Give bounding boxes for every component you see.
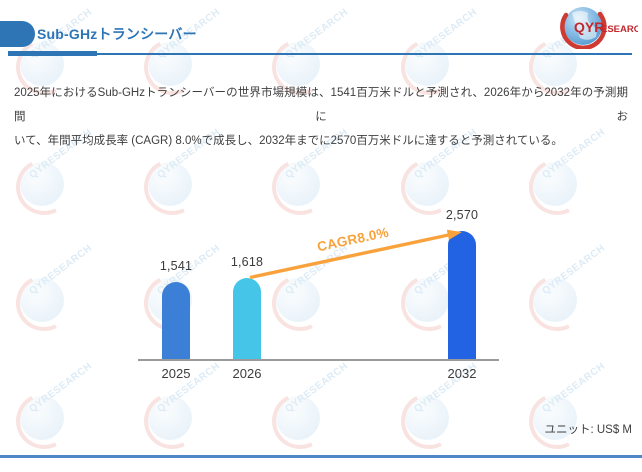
- watermark-globe-icon: [405, 162, 449, 206]
- header-underline-thin: [97, 52, 632, 55]
- watermark-logo-icon: QYRESEARCH: [8, 7, 94, 103]
- watermark-globe-icon: [276, 396, 320, 440]
- watermark-red-arc-icon: [8, 151, 80, 223]
- watermark-globe-icon: [405, 396, 449, 440]
- watermark-logo-icon: QYRESEARCH: [264, 127, 350, 223]
- watermark-globe-icon: [20, 278, 64, 322]
- watermark-globe-icon: [405, 278, 449, 322]
- watermark-globe-icon: [20, 162, 64, 206]
- unit-label: ユニット: US$ M: [544, 424, 632, 436]
- category-label-2026: 2026: [232, 366, 262, 381]
- watermark-logo-icon: QYRESEARCH: [8, 127, 94, 223]
- watermark-logo-icon: QYRESEARCH: [393, 127, 479, 223]
- cagr-annotation: CAGR8.0%: [315, 224, 391, 255]
- watermark-logo-icon: QYRESEARCH: [264, 243, 350, 339]
- watermark-globe-icon: [533, 162, 577, 206]
- page-title: Sub-GHzトランシーバー: [37, 26, 197, 42]
- watermark-red-arc-icon: [264, 267, 336, 339]
- category-label-2025: 2025: [161, 366, 191, 381]
- summary-paragraph: 2025年におけるSub-GHzトランシーバーの世界市場規模は、1541百万米ド…: [14, 81, 628, 153]
- bar-2025: [162, 281, 190, 359]
- watermark-red-arc-icon: [136, 151, 208, 223]
- watermark-globe-icon: [20, 42, 64, 86]
- watermark-globe-icon: [148, 42, 192, 86]
- bar-2026: [233, 278, 261, 359]
- category-label-2032: 2032: [447, 366, 477, 381]
- value-label-2032: 2,570: [445, 207, 479, 222]
- watermark-logo-icon: QYRESEARCH: [393, 7, 479, 103]
- watermark-logo-icon: QYRESEARCH: [264, 7, 350, 103]
- globe-continents: [572, 11, 597, 40]
- summary-line-2: いて、年間平均成長率 (CAGR) 8.0%で成長し、2032年までに2570百…: [14, 135, 563, 147]
- watermark-text: QYRESEARCH: [540, 360, 608, 415]
- watermark-logo-icon: QYRESEARCH: [8, 361, 94, 457]
- header-underline-thick: [8, 51, 97, 56]
- watermark-globe-icon: [276, 162, 320, 206]
- qyresearch-logo-icon: QYR ESEARCH: [560, 7, 638, 49]
- watermark-globe-icon: [405, 42, 449, 86]
- watermark-text: QYRESEARCH: [283, 360, 351, 415]
- watermark-red-arc-icon: [264, 385, 336, 457]
- watermark-globe-icon: [276, 42, 320, 86]
- value-label-2025: 1,541: [159, 258, 193, 273]
- logo-red-swoosh: [560, 11, 607, 49]
- watermark-logo-icon: QYRESEARCH: [521, 127, 607, 223]
- watermark-logo-icon: QYRESEARCH: [393, 361, 479, 457]
- logo-text-qyr: QYR: [574, 19, 604, 35]
- logo-text-esearch: ESEARCH: [601, 24, 638, 35]
- x-axis-line: [138, 359, 499, 361]
- watermark-red-arc-icon: [136, 385, 208, 457]
- watermark-red-arc-icon: [264, 151, 336, 223]
- summary-line-1: 2025年におけるSub-GHzトランシーバーの世界市場規模は、1541百万米ド…: [14, 87, 628, 123]
- watermark-globe-icon: [148, 162, 192, 206]
- watermark-logo-icon: QYRESEARCH: [136, 127, 222, 223]
- watermark-red-arc-icon: [8, 385, 80, 457]
- watermark-globe-icon: [20, 396, 64, 440]
- footer-divider: [0, 455, 642, 458]
- watermark-red-arc-icon: [521, 151, 593, 223]
- bar-2032: [448, 230, 476, 359]
- watermark-globe-icon: [276, 278, 320, 322]
- watermark-red-arc-icon: [8, 267, 80, 339]
- watermark-logo-icon: QYRESEARCH: [521, 243, 607, 339]
- watermark-logo-icon: QYRESEARCH: [136, 7, 222, 103]
- watermark-red-arc-icon: [521, 267, 593, 339]
- header-tab-shape: [0, 21, 35, 47]
- watermark-logo-icon: QYRESEARCH: [393, 243, 479, 339]
- watermark-red-arc-icon: [393, 385, 465, 457]
- watermark-logo-icon: QYRESEARCH: [8, 243, 94, 339]
- watermark-logo-icon: QYRESEARCH: [264, 361, 350, 457]
- watermark-globe-icon: [148, 396, 192, 440]
- watermark-globe-icon: [533, 278, 577, 322]
- value-label-2026: 1,618: [230, 255, 264, 270]
- watermark-text: QYRESEARCH: [540, 242, 608, 297]
- watermark-text: QYRESEARCH: [27, 242, 95, 297]
- watermark-logo-icon: QYRESEARCH: [136, 361, 222, 457]
- watermark-text: QYRESEARCH: [27, 360, 95, 415]
